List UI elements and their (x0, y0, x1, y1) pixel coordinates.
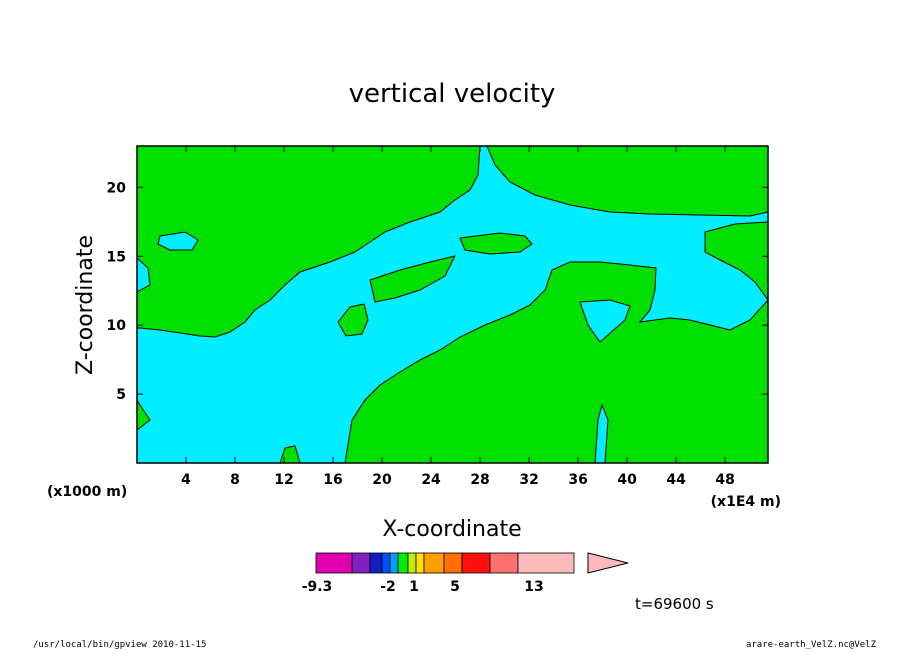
x-tick-label-4: 20 (372, 472, 392, 488)
colorbar-label-2: 1 (409, 579, 419, 595)
colorbar-label-0: -9.3 (302, 579, 333, 595)
x-tick-label-9: 40 (617, 472, 637, 488)
colorbar-label-4: 13 (524, 579, 543, 595)
colorbar-labels: -9.3 -2 1 5 13 (302, 579, 544, 595)
colorbar-segment-9 (443, 552, 463, 574)
colorbar-segment-12 (517, 552, 575, 574)
plot-frame (136, 145, 769, 464)
x-tick-label-6: 28 (470, 472, 489, 488)
y-axis: 5 10 15 20 (107, 180, 768, 403)
colorbar-arrow (587, 552, 629, 574)
colorbar-segment-10 (461, 552, 491, 574)
contour-negative-holes (136, 231, 631, 464)
contour-region-lower (344, 261, 769, 464)
colorbar-segment-5 (397, 552, 409, 574)
y-axis-label: Z-coordinate (73, 235, 98, 375)
x-tick-label-8: 36 (568, 472, 587, 488)
contour-positive-regions (136, 145, 769, 464)
contour-hole-left (157, 231, 199, 251)
contour-region-small-blob (337, 303, 369, 337)
colorbar-segment-2 (369, 552, 383, 574)
colorbar-segment-4 (389, 552, 399, 574)
contour-region-right-blob (704, 221, 769, 302)
x-axis-label: X-coordinate (382, 517, 521, 542)
y-tick-label-1: 10 (107, 318, 127, 334)
chart-title: vertical velocity (349, 79, 556, 109)
y-tick-label-2: 15 (107, 249, 126, 265)
x-axis: 4 8 12 16 20 24 28 32 36 40 44 48 (181, 146, 735, 488)
y-tick-label-3: 20 (107, 180, 127, 196)
contour-region-mid-left-blob (369, 255, 456, 303)
colorbar-label-3: 5 (450, 579, 460, 595)
y-tick-label-0: 5 (116, 387, 126, 403)
contour-region-upper-left (136, 145, 481, 338)
contour-region-mid-blob (459, 232, 533, 255)
x-tick-label-0: 4 (181, 472, 191, 488)
x-tick-label-10: 44 (666, 472, 686, 488)
x-tick-label-11: 48 (715, 472, 734, 488)
colorbar-label-1: -2 (380, 579, 396, 595)
x-tick-label-3: 16 (323, 472, 342, 488)
contour-hole-right (579, 299, 631, 343)
colorbar (315, 552, 575, 574)
time-label: t=69600 s (635, 595, 714, 613)
y-unit-note: (x1000 m) (47, 484, 127, 500)
colorbar-segment-11 (489, 552, 519, 574)
colorbar-segment-6 (407, 552, 417, 574)
x-unit-note: (x1E4 m) (711, 494, 781, 510)
colorbar-segment-1 (351, 552, 371, 574)
x-tick-label-7: 32 (519, 472, 538, 488)
footer-right: arare-earth_VelZ.nc@VelZ (745, 640, 876, 650)
x-tick-label-5: 24 (421, 472, 441, 488)
colorbar-segment-3 (381, 552, 391, 574)
footer-left: /usr/local/bin/gpview 2010-11-15 (33, 640, 207, 650)
colorbar-segment-8 (423, 552, 445, 574)
colorbar-segment-7 (415, 552, 425, 574)
x-tick-label-1: 8 (230, 472, 240, 488)
x-tick-label-2: 12 (274, 472, 293, 488)
colorbar-segment-0 (315, 552, 353, 574)
